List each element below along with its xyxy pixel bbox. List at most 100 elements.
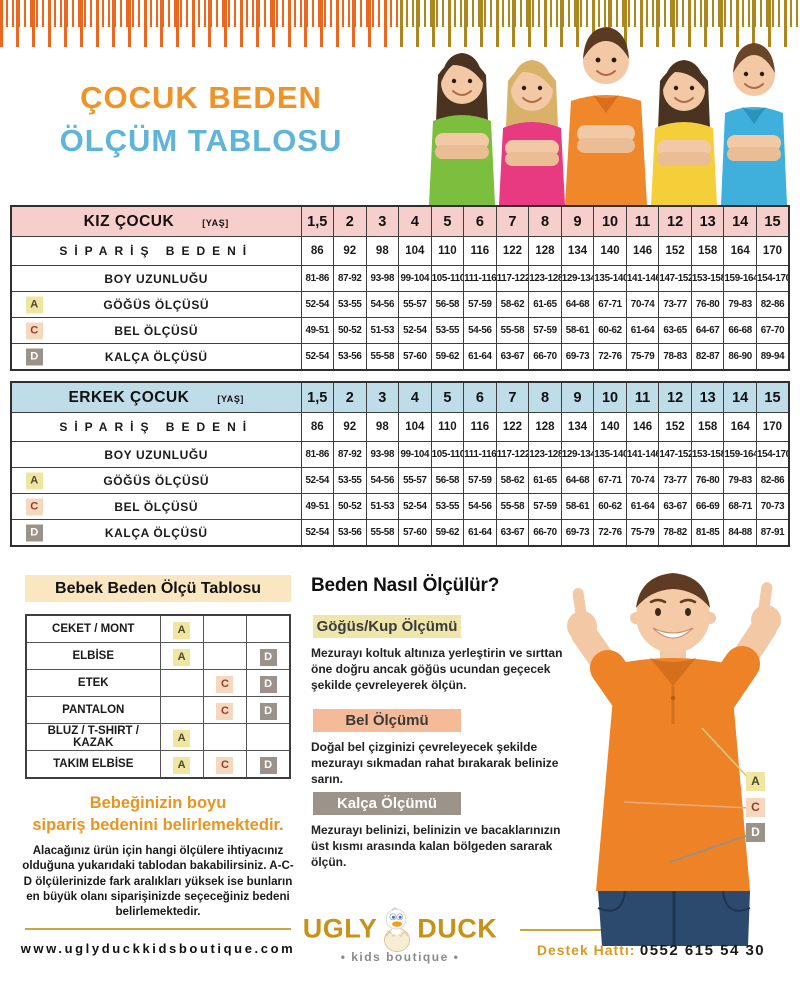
row-label-cell: SİPARİŞ BEDENİ	[10, 412, 302, 442]
age-cell: 9	[560, 205, 595, 237]
size-value-cell: 153-158	[690, 265, 725, 292]
support-line: Destek Hattı: 0552 615 54 30	[520, 942, 782, 960]
size-value-cell: 75-79	[625, 343, 660, 371]
size-value-cell: 56-58	[430, 467, 465, 494]
size-value-cell: 60-62	[593, 317, 627, 344]
age-cell: 15	[755, 381, 790, 413]
size-value-cell: 122	[495, 412, 530, 442]
size-value-cell: 57-59	[528, 317, 562, 344]
size-value-cell: 170	[755, 412, 790, 442]
boy-thumbs-up-photo	[567, 573, 781, 946]
baby-cell	[159, 669, 204, 697]
age-cell: 8	[528, 381, 562, 413]
letter-badge-d: D	[26, 524, 43, 541]
size-value-cell: 87-91	[755, 519, 790, 547]
size-value-cell: 79-83	[723, 467, 757, 494]
size-value-cell: 67-71	[593, 467, 627, 494]
age-cell: 6	[463, 381, 497, 413]
size-value-cell: 49-51	[300, 493, 335, 520]
size-value-cell: 146	[625, 412, 660, 442]
figure-badge-c: C	[746, 798, 765, 817]
size-value-cell: 72-76	[593, 519, 627, 547]
baby-cell	[159, 696, 204, 724]
size-value-cell: 51-53	[365, 493, 400, 520]
waist-measure-text: Doğal bel çizginizi çevreleyecek şekilde…	[311, 740, 559, 787]
size-value-cell: 123-128	[528, 265, 562, 292]
size-value-cell: 53-55	[333, 291, 367, 318]
baby-cell	[246, 614, 291, 643]
letter-badge-a: A	[173, 756, 191, 774]
row-label: BOY UZUNLUĞU	[104, 447, 209, 462]
size-value-cell: 92	[333, 412, 367, 442]
size-row: SİPARİŞ BEDENİ 86 92 98 104 110 116 122 128 134 14…	[10, 236, 790, 266]
size-value-cell: 68-71	[723, 493, 757, 520]
size-value-cell: 141-146	[625, 265, 660, 292]
age-cell: 11	[625, 381, 660, 413]
size-value-cell: 67-70	[755, 317, 790, 344]
size-value-cell: 98	[365, 412, 400, 442]
size-value-cell: 54-56	[463, 493, 497, 520]
baby-cell: C	[202, 669, 248, 697]
size-value-cell: 57-60	[398, 343, 432, 371]
size-value-cell: 66-70	[528, 519, 562, 547]
size-value-cell: 55-58	[495, 493, 530, 520]
size-value-cell: 58-61	[560, 493, 595, 520]
size-value-cell: 140	[593, 412, 627, 442]
figure-badge-a: A	[746, 772, 765, 791]
kid-orange-boy	[565, 27, 647, 205]
size-value-cell: 66-69	[690, 493, 725, 520]
size-value-cell: 87-92	[333, 265, 367, 292]
baby-size-table: CEKET / MONT A ELBİSE A D ETEK C D PANTALON C D BLU…	[25, 614, 291, 779]
size-value-cell: 159-164	[723, 265, 757, 292]
website-url[interactable]: www.uglyduckkidsboutique.com	[20, 941, 296, 956]
size-value-cell: 73-77	[658, 467, 692, 494]
size-value-cell: 152	[658, 412, 692, 442]
size-value-cell: 81-86	[300, 265, 335, 292]
chest-measure-text: Mezurayı koltuk altınıza yerleştirin ve …	[311, 646, 563, 693]
letter-badge-a: A	[173, 621, 191, 639]
size-value-cell: 57-59	[528, 493, 562, 520]
size-value-cell: 55-58	[495, 317, 530, 344]
size-value-cell: 55-58	[365, 343, 400, 371]
size-value-cell: 78-82	[658, 519, 692, 547]
size-value-cell: 154-170	[755, 265, 790, 292]
letter-badge-a: A	[173, 648, 191, 666]
size-value-cell: 135-140	[593, 265, 627, 292]
size-value-cell: 53-55	[333, 467, 367, 494]
age-cell: 11	[625, 205, 660, 237]
size-value-cell: 70-73	[755, 493, 790, 520]
size-value-cell: 128	[528, 236, 562, 266]
age-cell: 15	[755, 205, 790, 237]
size-value-cell: 66-70	[528, 343, 562, 371]
row-label-cell: BOY UZUNLUĞU	[10, 441, 302, 468]
size-value-cell: 81-86	[300, 441, 335, 468]
baby-row-label: TAKIM ELBİSE	[25, 750, 161, 779]
size-row: BOY UZUNLUĞU 81-86 87-92 93-98 99-104 105-110…	[10, 441, 790, 468]
baby-row: BLUZ / T-SHIRT / KAZAK A	[25, 723, 291, 751]
age-cell: 1,5	[300, 381, 335, 413]
size-value-cell: 164	[723, 412, 757, 442]
row-label-cell: D KALÇA ÖLÇÜSÜ	[10, 519, 302, 547]
baby-note-body: Alacağınız ürün için hangi ölçülere ihti…	[22, 844, 294, 919]
hip-measure-heading: Kalça Ölçümü	[313, 792, 461, 815]
size-value-cell: 140	[593, 236, 627, 266]
support-number: 0552 615 54 30	[639, 942, 766, 959]
letter-badge-c: C	[216, 756, 234, 774]
age-cell: 9	[560, 381, 595, 413]
ruler-left-segment	[0, 0, 400, 48]
size-value-cell: 55-57	[398, 467, 432, 494]
baby-row: ETEK C D	[25, 669, 291, 697]
baby-cell: C	[202, 750, 248, 779]
brand-logo: UGLY DUCK	[295, 905, 505, 953]
row-label: BEL ÖLÇÜSÜ	[114, 499, 199, 514]
age-cell: 4	[398, 381, 432, 413]
size-value-cell: 158	[690, 412, 725, 442]
age-cell: 2	[333, 205, 367, 237]
size-row: SİPARİŞ BEDENİ 86 92 98 104 110 116 122 128 134 14…	[10, 412, 790, 442]
size-value-cell: 93-98	[365, 441, 400, 468]
size-value-cell: 49-51	[300, 317, 335, 344]
size-value-cell: 146	[625, 236, 660, 266]
baby-row-label: BLUZ / T-SHIRT / KAZAK	[25, 723, 161, 751]
kid-yellow-girl	[651, 60, 717, 205]
baby-cell: C	[202, 696, 248, 724]
